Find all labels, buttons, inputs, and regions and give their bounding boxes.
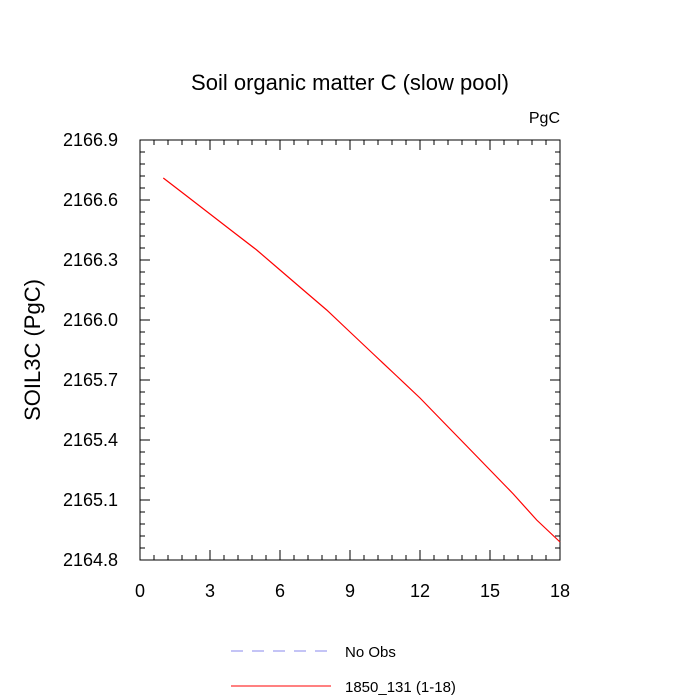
legend-label: No Obs [345, 644, 396, 661]
x-tick-label: 9 [345, 581, 355, 601]
y-tick-label: 2165.4 [63, 430, 118, 450]
legend: No Obs 1850_131 (1-18) [231, 644, 456, 696]
y-tick-label: 2166.0 [63, 310, 118, 330]
y-axis-label: SOIL3C (PgC) [20, 279, 45, 421]
x-tick-label: 3 [205, 581, 215, 601]
chart-title: Soil organic matter C (slow pool) [191, 70, 509, 95]
x-tick-label: 12 [410, 581, 430, 601]
x-tick-label: 15 [480, 581, 500, 601]
plot-frame [139, 139, 561, 561]
units-label: PgC [529, 110, 560, 127]
y-tick-label: 2166.6 [63, 190, 118, 210]
y-tick-label: 2166.9 [63, 130, 118, 150]
legend-label: 1850_131 (1-18) [345, 679, 456, 696]
y-tick-label: 2166.3 [63, 250, 118, 270]
x-tick-label: 6 [275, 581, 285, 601]
series-line [162, 177, 561, 543]
tick-labels: 0 3 6 9 12 15 18 2164.8 2165.1 2165.4 2165.7 2166.0… [63, 130, 570, 601]
axis-ticks [139, 139, 561, 561]
y-tick-label: 2165.1 [63, 490, 118, 510]
series-layer [162, 177, 561, 543]
x-tick-label: 0 [135, 581, 145, 601]
y-tick-label: 2164.8 [63, 550, 118, 570]
x-tick-label: 18 [550, 581, 570, 601]
y-tick-label: 2165.7 [63, 370, 118, 390]
